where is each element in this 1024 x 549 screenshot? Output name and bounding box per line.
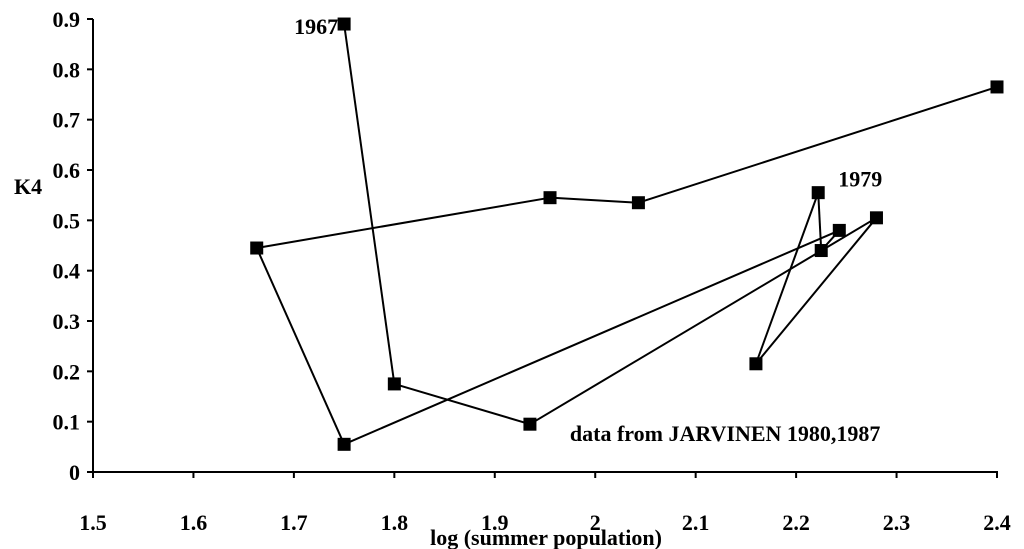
data-point xyxy=(749,357,763,371)
y-tick-label: 0 xyxy=(69,460,80,485)
x-tick-label: 1.6 xyxy=(180,510,208,535)
y-tick-label: 0.2 xyxy=(53,359,81,384)
data-point xyxy=(337,17,351,31)
y-tick-label: 0.3 xyxy=(53,309,81,334)
y-tick-label: 0.5 xyxy=(53,208,81,233)
x-axis-title: log (summer population) xyxy=(430,525,662,549)
x-tick-label: 2.3 xyxy=(883,510,911,535)
x-ticks: 1.5 1.6 1.7 1.8 1.9 2 2.1 2.2 2.3 2.4 xyxy=(79,472,1011,535)
x-tick-label: 2.4 xyxy=(983,510,1011,535)
series-segment xyxy=(255,247,346,445)
annotation-label: 1979 xyxy=(838,167,882,192)
series-markers xyxy=(250,17,1004,451)
series-lines xyxy=(255,23,998,446)
series-segment xyxy=(343,23,396,385)
annotations: 1967 1979 data from JARVINEN 1980,1987 xyxy=(294,14,882,446)
axes xyxy=(92,19,998,473)
x-tick-label: 2.1 xyxy=(682,510,710,535)
data-point xyxy=(814,244,828,258)
series-segment xyxy=(343,229,840,446)
series-segment xyxy=(256,196,551,250)
y-ticks: 0 0.1 0.2 0.3 0.4 0.5 0.6 0.7 0.8 0.9 xyxy=(53,7,93,485)
series-segment xyxy=(394,382,531,426)
data-point xyxy=(811,186,825,200)
data-point xyxy=(543,191,557,205)
data-point xyxy=(631,196,645,210)
data-point xyxy=(832,223,846,237)
x-tick-label: 1.9 xyxy=(481,510,509,535)
series-segment xyxy=(549,196,639,204)
x-tick-label: 1.5 xyxy=(79,510,107,535)
annotation-label: data from JARVINEN 1980,1987 xyxy=(570,421,880,446)
data-point xyxy=(869,211,883,225)
y-tick-label: 0.9 xyxy=(53,7,81,32)
y-tick-label: 0.8 xyxy=(53,57,81,82)
data-point xyxy=(337,437,351,451)
data-point xyxy=(523,417,537,431)
x-tick-label: 1.7 xyxy=(280,510,308,535)
x-tick-label: 2.2 xyxy=(782,510,810,535)
y-tick-label: 0.7 xyxy=(53,108,81,133)
data-point xyxy=(990,80,1004,94)
series-segment xyxy=(755,217,878,365)
y-axis-title: K4 xyxy=(14,174,42,199)
series-segment xyxy=(638,85,998,204)
y-tick-label: 0.1 xyxy=(53,410,81,435)
x-tick-label: 2 xyxy=(590,510,601,535)
series-segment xyxy=(754,192,820,365)
y-tick-label: 0.4 xyxy=(53,259,81,284)
series-segment xyxy=(817,192,823,251)
data-point xyxy=(250,241,264,255)
x-tick-label: 1.8 xyxy=(381,510,409,535)
y-tick-label: 0.6 xyxy=(53,158,81,183)
annotation-label: 1967 xyxy=(294,14,338,39)
data-point xyxy=(387,377,401,391)
